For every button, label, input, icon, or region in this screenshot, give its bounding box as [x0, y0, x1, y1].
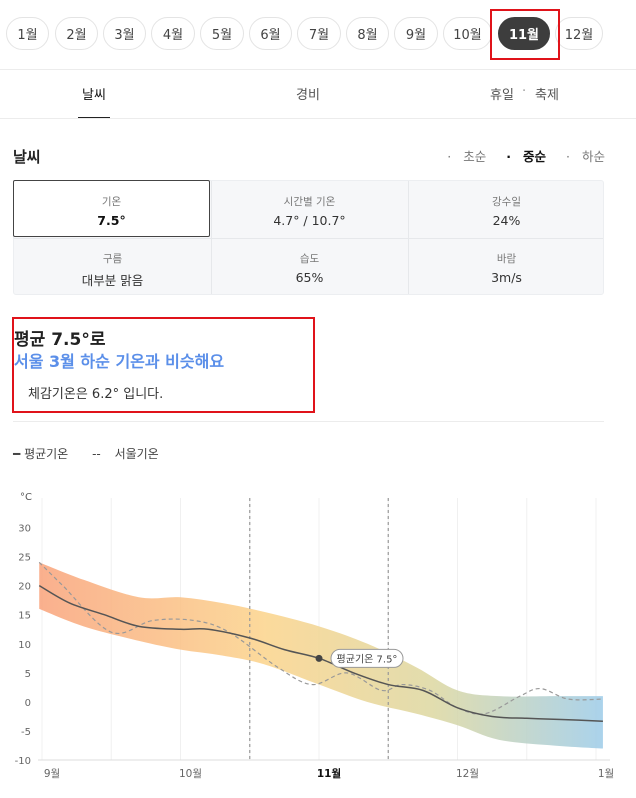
- highlight-summary-box: [12, 317, 315, 413]
- solid-line-icon: ━: [13, 447, 21, 461]
- x-tick-label: 9월: [44, 768, 60, 780]
- stat-clouds[interactable]: 구름 대부분 맑음: [14, 238, 211, 295]
- stat-value: 7.5°: [97, 213, 126, 228]
- y-tick-label: 0: [25, 698, 31, 709]
- month-pill[interactable]: 4월: [151, 17, 195, 50]
- stat-label: 구름: [102, 253, 123, 265]
- weather-stats-grid: 기온 7.5° 시간별 기온 4.7° / 10.7° 강수일 24% 구름 대…: [13, 180, 604, 295]
- period-early[interactable]: · 초순: [447, 149, 487, 164]
- seoul-temperature-line: [38, 561, 603, 715]
- x-tick-label: 1월: [598, 768, 614, 780]
- stat-label: 기온: [101, 196, 122, 208]
- month-pill[interactable]: 9월: [394, 17, 438, 50]
- month-pill[interactable]: 6월: [249, 17, 292, 50]
- month-pill[interactable]: 12월: [555, 17, 603, 50]
- stat-label: 시간별 기온: [283, 196, 336, 208]
- month-pill[interactable]: 5월: [200, 17, 244, 50]
- stat-rain-days[interactable]: 강수일 24%: [408, 181, 605, 238]
- stat-label: 습도: [299, 253, 320, 265]
- highlight-month-box: [490, 9, 560, 60]
- grid-separator: [408, 181, 409, 294]
- marker-label: 평균기온 7.5°: [337, 653, 398, 665]
- section-title: 날씨: [13, 148, 41, 166]
- legend-avg: ━ 평균기온: [13, 447, 69, 461]
- stat-label: 바람: [496, 253, 517, 265]
- y-tick-label: 20: [18, 582, 31, 593]
- tab-weather[interactable]: 날씨: [82, 88, 106, 103]
- y-tick-label: 5: [25, 669, 31, 680]
- tab-budget[interactable]: 경비: [296, 88, 320, 103]
- x-tick-label: 12월: [456, 768, 479, 780]
- y-tick-label: -10: [15, 756, 31, 767]
- tab-dot-separator: ·: [522, 84, 527, 99]
- stat-hourly-temperature[interactable]: 시간별 기온 4.7° / 10.7°: [211, 181, 408, 238]
- temperature-range-band: [39, 562, 603, 749]
- stat-wind[interactable]: 바람 3m/s: [408, 238, 605, 295]
- period-late[interactable]: · 하순: [566, 149, 605, 164]
- period-selector: · 초순 · 중순 · 하순: [427, 146, 605, 165]
- stat-value: 대부분 맑음: [81, 273, 144, 288]
- month-pill[interactable]: 10월: [443, 17, 492, 50]
- stat-temperature[interactable]: 기온 7.5°: [13, 180, 210, 237]
- temperature-chart: °C -10 -5 0 5 10 15 20 25 30 평균기온 7.5° 9월 10월 11월 12월 1…: [15, 492, 615, 780]
- period-mid[interactable]: · 중순: [506, 149, 546, 164]
- dashed-line-icon: --: [92, 447, 101, 461]
- month-pill[interactable]: 7월: [297, 17, 341, 50]
- stat-value: 3m/s: [491, 270, 522, 285]
- x-tick-label: 10월: [179, 768, 202, 780]
- stat-humidity[interactable]: 습도 65%: [211, 238, 408, 295]
- y-tick-label: -5: [21, 727, 31, 738]
- divider: [0, 118, 636, 119]
- average-marker-point: [315, 654, 323, 662]
- month-pill[interactable]: 3월: [103, 17, 146, 50]
- month-pill[interactable]: 1월: [6, 17, 49, 50]
- y-tick-label: 15: [18, 611, 31, 622]
- divider: [13, 421, 604, 422]
- month-pill[interactable]: 11월: [498, 17, 550, 50]
- axis-unit: °C: [20, 492, 32, 503]
- divider: [0, 69, 636, 70]
- summary-average: 평균 7.5°로: [14, 330, 106, 350]
- grid-separator: [14, 238, 603, 239]
- y-tick-label: 25: [18, 553, 31, 564]
- summary-feels-like: 체감기온은 6.2° 입니다.: [28, 387, 164, 402]
- grid-separator: [211, 181, 212, 294]
- summary-comparison: 서울 3월 하순 기온과 비슷해요: [14, 352, 225, 371]
- marker-label-bubble: [330, 648, 404, 668]
- x-tick-label: 11월: [317, 767, 341, 780]
- chart-legend: ━ 평균기온 -- 서울기온: [13, 445, 179, 462]
- y-tick-label: 30: [18, 523, 31, 534]
- y-tick-label: 10: [18, 640, 31, 651]
- stat-label: 강수일: [492, 196, 521, 208]
- stat-value: 24%: [492, 213, 521, 228]
- stat-value: 65%: [295, 270, 324, 285]
- month-pill[interactable]: 8월: [346, 17, 389, 50]
- month-pill[interactable]: 2월: [55, 17, 98, 50]
- stat-value: 4.7° / 10.7°: [273, 213, 346, 228]
- tab-holiday[interactable]: 휴일: [490, 88, 514, 103]
- tab-festival[interactable]: 축제: [535, 88, 559, 103]
- legend-seoul: -- 서울기온: [92, 447, 159, 461]
